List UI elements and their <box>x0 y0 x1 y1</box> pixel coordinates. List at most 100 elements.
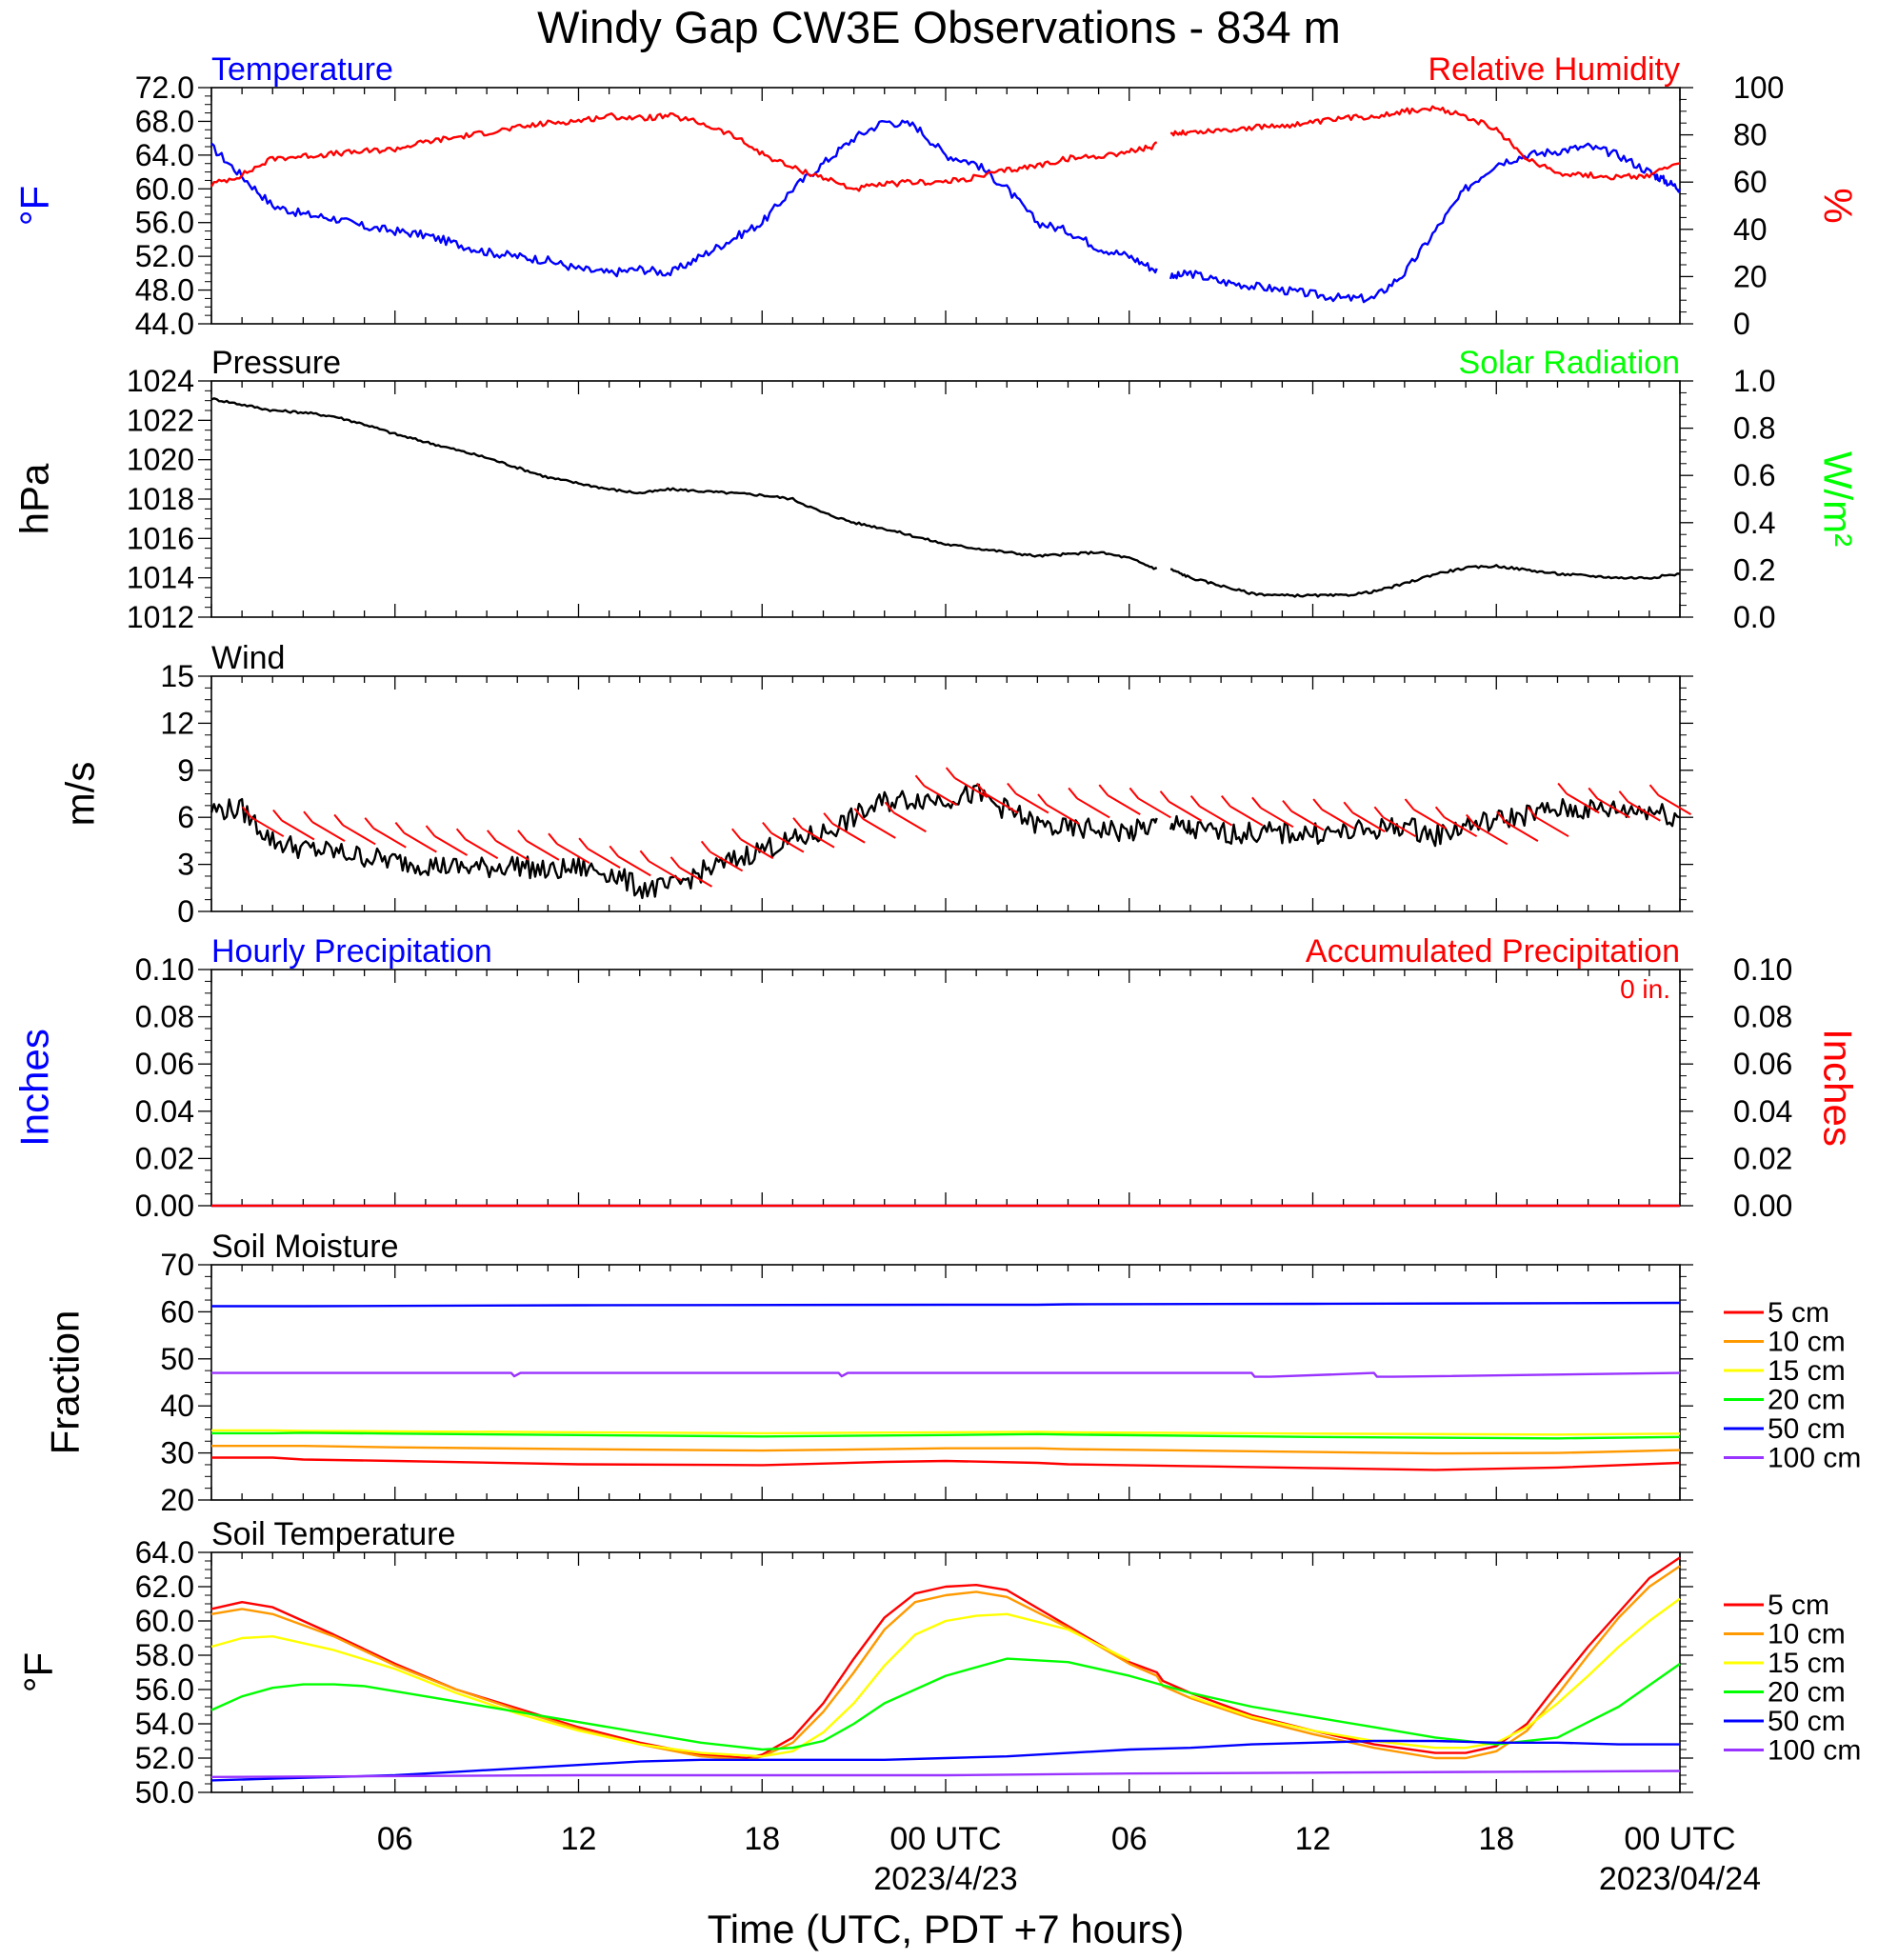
y-tick-label-left: 62.0 <box>135 1570 194 1604</box>
wind-barb-staff <box>1413 809 1448 830</box>
time-tick-label: 06 <box>377 1821 413 1857</box>
y-tick-label-left: 3 <box>177 848 194 882</box>
series-line-5-cm <box>210 1556 1681 1760</box>
y-tick-label-left: 60.0 <box>135 171 194 206</box>
y-tick-label-left: 54.0 <box>135 1707 194 1741</box>
wind-barb-flag <box>1007 782 1017 795</box>
wind-barb-flag <box>1282 799 1292 812</box>
time-tick-label: 00 UTC <box>1624 1821 1735 1857</box>
wind-barb-flag <box>1098 784 1109 796</box>
time-tick-date: 2023/4/23 <box>873 1861 1017 1897</box>
y-axis-label-left: Inches <box>12 1029 57 1147</box>
wind-barb-staff <box>1505 821 1539 843</box>
y-tick-label-left: 1024 <box>127 364 194 398</box>
y-tick-label-left: 48.0 <box>135 273 194 308</box>
y-tick-label-right: 0.00 <box>1733 1189 1792 1223</box>
wind-barb-staff <box>1535 816 1569 838</box>
time-tick-label: 18 <box>744 1821 780 1857</box>
y-tick-label-left: 1022 <box>127 403 194 437</box>
y-tick-label-left: 0 <box>177 894 194 929</box>
y-tick-label-left: 1020 <box>127 443 194 477</box>
wind-barb-staff <box>709 850 744 872</box>
time-axis-label: Time (UTC, PDT +7 hours) <box>708 1907 1185 1951</box>
wind-barb-staff <box>740 838 774 860</box>
wind-barb-staff <box>434 835 469 856</box>
wind-barb-staff <box>1627 800 1661 822</box>
panel-precipitation: 0.00 0.02 0.04 0.06 0.08 0.10 0.00 0.02 0.04 0.06… <box>12 933 1861 1223</box>
legend-label: 100 cm <box>1768 1735 1861 1767</box>
wind-barb-flag <box>1648 784 1660 796</box>
wind-barb-staff <box>985 792 1019 814</box>
wind-barb-staff <box>372 827 407 849</box>
wind-barb-flag <box>700 840 711 853</box>
wind-barb-flag <box>1068 787 1078 800</box>
series-line-20-cm <box>211 1431 1681 1440</box>
wind-barb-flag <box>1496 810 1507 823</box>
wind-barb-flag <box>945 767 956 779</box>
y-tick-label-right: 40 <box>1733 212 1768 247</box>
wind-barb-flag <box>639 850 650 862</box>
wind-barb-staff <box>954 777 989 798</box>
wind-barb-staff <box>465 838 499 860</box>
wind-barb-flag <box>1251 796 1262 809</box>
wind-barb-flag <box>578 837 589 850</box>
wind-barb-flag <box>609 845 620 857</box>
y-tick-label-left: 1018 <box>127 482 194 516</box>
wind-barb-staff <box>1351 811 1386 833</box>
legend-label: 5 cm <box>1768 1297 1829 1329</box>
wind-barb-flag <box>548 832 558 845</box>
wind-barb-flag <box>1189 795 1201 808</box>
y-axis-label-right: Inches <box>1815 1029 1860 1147</box>
time-tick-label: 06 <box>1111 1821 1148 1857</box>
legend-label: 10 cm <box>1768 1327 1846 1358</box>
series-line-15-cm <box>1189 1597 1681 1750</box>
y-tick-label-left: 60.0 <box>135 1604 194 1638</box>
y-tick-label-right: 0.04 <box>1733 1094 1792 1129</box>
y-tick-label-left: 52.0 <box>135 239 194 273</box>
wind-barb-flag <box>1465 813 1476 827</box>
y-tick-label-left: 50.0 <box>135 1775 194 1810</box>
y-tick-label-right: 0.8 <box>1733 411 1775 446</box>
figure-title: Windy Gap CW3E Observations - 834 m <box>537 2 1341 52</box>
y-tick-label-left: 1014 <box>127 561 194 595</box>
y-tick-label-left: 64.0 <box>135 138 194 172</box>
wind-barb-staff <box>403 831 437 853</box>
y-tick-label-left: 0.06 <box>135 1047 194 1081</box>
plot-frame <box>210 87 1681 325</box>
wind-barb-staff <box>526 840 560 861</box>
y-tick-label-right: 60 <box>1733 165 1768 199</box>
series-line-10-cm <box>210 1565 1681 1761</box>
y-tick-label-left: 50 <box>160 1342 194 1376</box>
legend-label: 20 cm <box>1768 1677 1846 1709</box>
wind-barb-staff <box>770 831 805 853</box>
y-axis-label-right: W/m² <box>1815 451 1860 547</box>
wind-barb-flag <box>884 801 895 813</box>
wind-barb-flag <box>1404 798 1415 810</box>
series-line-100-cm <box>211 1371 1681 1378</box>
wind-barb-flag <box>333 813 344 827</box>
y-tick-label-left: 70 <box>160 1248 194 1282</box>
series-line-relative-humidity <box>1170 105 1681 181</box>
wind-barb-flag <box>1527 806 1537 818</box>
y-tick-label-left: 44.0 <box>135 307 194 341</box>
wind-barb-flag <box>1159 790 1170 803</box>
series-line-pressure <box>1169 564 1681 598</box>
wind-barb-staff <box>1015 792 1049 814</box>
y-tick-label-left: 58.0 <box>135 1638 194 1672</box>
wind-barb-flag <box>1037 793 1048 806</box>
y-tick-label-left: 0.08 <box>135 1000 194 1034</box>
panel-annotation: 0 in. <box>1620 974 1670 1004</box>
wind-barb-flag <box>1312 798 1323 810</box>
wind-barb-staff <box>862 817 896 839</box>
wind-barb-staff <box>1137 797 1171 819</box>
panels: 44.048.052.056.060.064.068.072.002040608… <box>12 51 1862 1810</box>
y-tick-label-left: 30 <box>160 1436 194 1470</box>
panel-title-left: Pressure <box>211 345 341 381</box>
legend-label: 50 cm <box>1768 1413 1846 1445</box>
series-line-15-cm <box>210 1612 1130 1758</box>
panel-title-right: Solar Radiation <box>1459 345 1680 381</box>
wind-barb-staff <box>587 848 621 869</box>
time-tick-label: 18 <box>1478 1821 1514 1857</box>
wind-barb-flag <box>517 830 528 842</box>
